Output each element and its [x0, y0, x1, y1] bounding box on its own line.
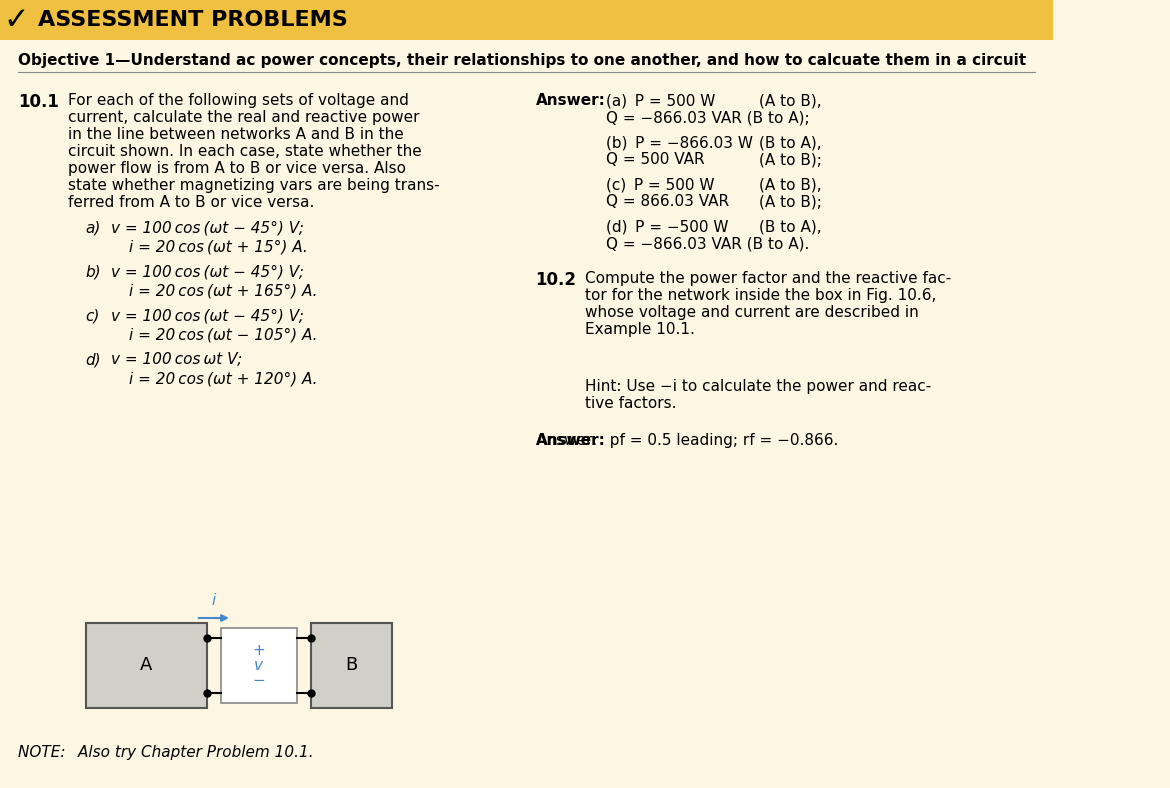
Text: −: − — [253, 673, 266, 688]
Text: For each of the following sets of voltage and: For each of the following sets of voltag… — [68, 93, 408, 108]
Text: d): d) — [85, 352, 101, 367]
Text: Hint: Use −i to calculate the power and reac-: Hint: Use −i to calculate the power and … — [585, 379, 931, 394]
Text: 10.2: 10.2 — [536, 271, 577, 289]
Text: (A to B),: (A to B), — [759, 177, 821, 192]
FancyBboxPatch shape — [310, 623, 392, 708]
Text: tor for the network inside the box in Fig. 10.6,: tor for the network inside the box in Fi… — [585, 288, 936, 303]
Text: (B to A),: (B to A), — [759, 219, 821, 234]
Text: (A to B);: (A to B); — [759, 194, 821, 209]
FancyBboxPatch shape — [0, 0, 1053, 40]
Text: Compute the power factor and the reactive fac-: Compute the power factor and the reactiv… — [585, 271, 951, 286]
Text: ASSESSMENT PROBLEMS: ASSESSMENT PROBLEMS — [37, 10, 347, 30]
Text: Q = 866.03 VAR: Q = 866.03 VAR — [606, 194, 729, 209]
Text: (b) P = −866.03 W: (b) P = −866.03 W — [606, 135, 752, 150]
Text: i = 20 cos (ωt − 105°) A.: i = 20 cos (ωt − 105°) A. — [129, 327, 317, 342]
Text: ferred from A to B or vice versa.: ferred from A to B or vice versa. — [68, 195, 314, 210]
Text: +: + — [253, 643, 266, 658]
Text: Answer:  pf = 0.5 leading; rf = −0.866.: Answer: pf = 0.5 leading; rf = −0.866. — [536, 433, 838, 448]
FancyBboxPatch shape — [85, 623, 207, 708]
Text: current, calculate the real and reactive power: current, calculate the real and reactive… — [68, 110, 419, 125]
Text: Q = 500 VAR: Q = 500 VAR — [606, 152, 704, 167]
Text: i = 20 cos (ωt + 15°) A.: i = 20 cos (ωt + 15°) A. — [129, 239, 308, 254]
Text: Answer:: Answer: — [536, 433, 605, 448]
Text: circuit shown. In each case, state whether the: circuit shown. In each case, state wheth… — [68, 144, 421, 159]
Text: (c) P = 500 W: (c) P = 500 W — [606, 177, 714, 192]
Text: (A to B),: (A to B), — [759, 93, 821, 108]
Text: Example 10.1.: Example 10.1. — [585, 322, 695, 337]
Text: v = 100 cos (ωt − 45°) V;: v = 100 cos (ωt − 45°) V; — [111, 264, 303, 279]
Text: ✓: ✓ — [4, 6, 29, 35]
Text: (B to A),: (B to A), — [759, 135, 821, 150]
Text: a): a) — [85, 220, 101, 235]
Text: A: A — [140, 656, 152, 675]
Text: whose voltage and current are described in: whose voltage and current are described … — [585, 305, 918, 320]
Text: Objective 1—Understand ac power concepts, their relationships to one another, an: Objective 1—Understand ac power concepts… — [18, 53, 1026, 68]
Text: v: v — [254, 658, 263, 673]
Text: Q = −866.03 VAR (B to A).: Q = −866.03 VAR (B to A). — [606, 236, 810, 251]
Text: tive factors.: tive factors. — [585, 396, 676, 411]
Text: (a) P = 500 W: (a) P = 500 W — [606, 93, 715, 108]
Text: Q = −866.03 VAR (B to A);: Q = −866.03 VAR (B to A); — [606, 110, 810, 125]
Text: (A to B);: (A to B); — [759, 152, 821, 167]
Text: power flow is from A to B or vice versa. Also: power flow is from A to B or vice versa.… — [68, 161, 406, 176]
Text: i = 20 cos (ωt + 120°) A.: i = 20 cos (ωt + 120°) A. — [129, 371, 317, 386]
Text: state whether magnetizing vars are being trans-: state whether magnetizing vars are being… — [68, 178, 439, 193]
FancyBboxPatch shape — [220, 628, 297, 703]
Text: in the line between networks A and B in the: in the line between networks A and B in … — [68, 127, 404, 142]
Text: b): b) — [85, 264, 101, 279]
Text: B: B — [345, 656, 357, 675]
Text: v = 100 cos (ωt − 45°) V;: v = 100 cos (ωt − 45°) V; — [111, 308, 303, 323]
Text: i: i — [212, 593, 216, 608]
Text: v = 100 cos ωt V;: v = 100 cos ωt V; — [111, 352, 242, 367]
Text: c): c) — [85, 308, 99, 323]
Text: i = 20 cos (ωt + 165°) A.: i = 20 cos (ωt + 165°) A. — [129, 283, 317, 298]
Text: v = 100 cos (ωt − 45°) V;: v = 100 cos (ωt − 45°) V; — [111, 220, 303, 235]
Text: (d) P = −500 W: (d) P = −500 W — [606, 219, 728, 234]
Text: Answer:: Answer: — [536, 93, 605, 108]
Text: NOTE:  Also try Chapter Problem 10.1.: NOTE: Also try Chapter Problem 10.1. — [18, 745, 314, 760]
Text: 10.1: 10.1 — [18, 93, 58, 111]
